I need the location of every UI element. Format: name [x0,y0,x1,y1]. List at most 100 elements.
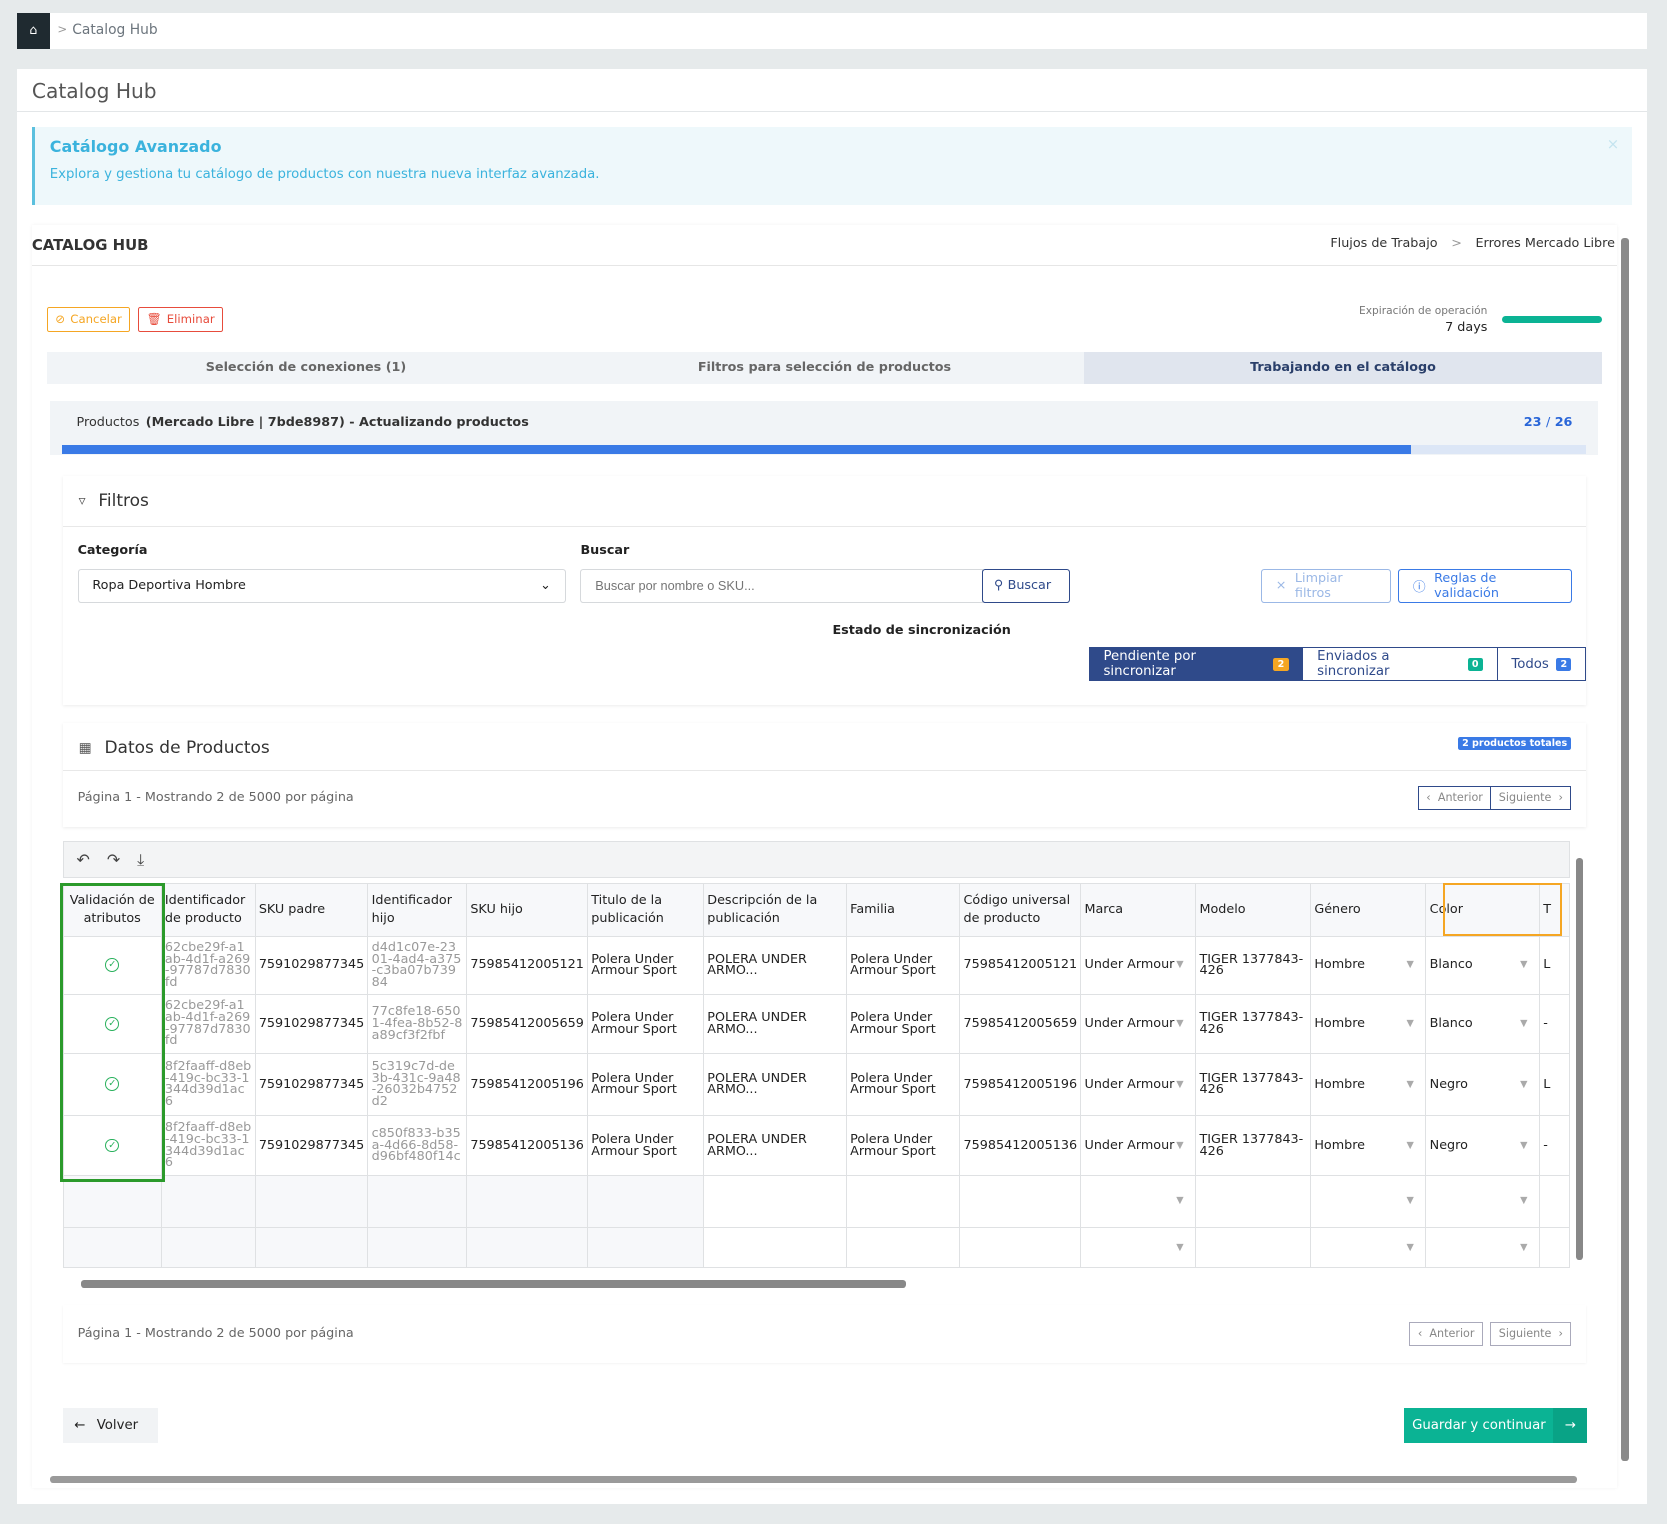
table-cell[interactable]: c850f833-b35a-4d66-8d58-d96bf480f14c [367,1115,468,1176]
table-cell[interactable] [466,1226,589,1269]
table-cell[interactable]: 7591029877345 [254,935,369,996]
table-cell[interactable] [703,1174,847,1228]
caret-down-icon[interactable]: ▼ [1406,1241,1414,1253]
table-cell[interactable]: Polera Under Armour Sport [587,935,705,996]
table-cell[interactable] [959,1174,1082,1228]
grid-vertical-scrollbar[interactable] [1575,857,1584,1260]
table-cell[interactable]: 7591029877345 [254,1052,369,1117]
caret-down-icon[interactable]: ▼ [1520,1139,1528,1151]
caret-down-icon[interactable]: ▼ [1520,1241,1528,1253]
caret-down-icon[interactable]: ▼ [1520,1195,1528,1207]
table-cell[interactable]: 75985412005196 [466,1052,589,1117]
caret-down-icon[interactable]: ▼ [1176,1241,1184,1253]
table-cell[interactable]: Under Armour ▼ [1080,1115,1197,1176]
table-cell[interactable]: POLERA UNDER ARMO... [703,1052,847,1117]
table-cell[interactable]: POLERA UNDER ARMO... [703,1115,847,1176]
column-header[interactable]: Titulo de la publicación [587,883,705,937]
caret-down-icon[interactable]: ▼ [1406,1195,1414,1207]
table-cell[interactable] [62,1226,162,1269]
breadcrumb-current[interactable]: Catalog Hub [72,22,158,39]
caret-down-icon[interactable]: ▼ [1520,1017,1528,1029]
table-cell[interactable]: TIGER 1377843-426 [1195,1052,1312,1117]
grid-horizontal-scrollbar[interactable] [80,1280,906,1288]
table-cell[interactable]: ▼ [1080,1226,1197,1269]
table-cell[interactable]: ✓ [62,1115,162,1176]
column-header[interactable]: SKU hijo [466,883,589,937]
table-cell[interactable]: Hombre ▼ [1310,935,1427,996]
category-select[interactable]: Ropa Deportiva Hombre ⌄ [77,568,566,603]
table-cell[interactable]: 7591029877345 [254,994,369,1054]
table-cell[interactable]: Polera Under Armour Sport [587,1052,705,1117]
caret-down-icon[interactable]: ▼ [1176,1078,1184,1090]
panel-vertical-scrollbar[interactable] [1621,238,1629,1461]
table-cell[interactable]: 7591029877345 [254,1115,369,1176]
step-connections[interactable]: Selección de conexiones (1) [205,360,407,376]
download-icon[interactable]: ⤓ [137,849,145,869]
table-cell[interactable]: 77c8fe18-6501-4fea-8b52-8a89cf3f2fbf [367,994,468,1054]
save-continue-button[interactable]: Guardar y continuar → [1404,1407,1588,1443]
table-cell[interactable]: L [1539,935,1571,996]
table-cell[interactable] [367,1226,468,1269]
search-input[interactable] [580,568,984,603]
table-cell[interactable]: 75985412005121 [466,935,589,996]
table-cell[interactable]: 5c319c7d-de3b-431c-9a48-26032b4752d2 [367,1052,468,1117]
clear-filters-button[interactable]: × Limpiar filtros [1260,568,1391,603]
table-cell[interactable] [1539,1226,1571,1269]
table-cell[interactable]: Negro ▼ [1425,1052,1541,1117]
table-cell[interactable]: 8f2faaff-d8eb-419c-bc33-1344d39d1ac6 [160,1052,256,1117]
table-cell[interactable]: ▼ [1425,1174,1541,1228]
search-button[interactable]: ⚲ Buscar [982,568,1070,603]
validation-rules-button[interactable]: ⓘ Reglas de validación [1398,568,1573,603]
table-cell[interactable]: 75985412005659 [466,994,589,1054]
table-cell[interactable]: Polera Under Armour Sport [845,994,961,1054]
sync-all[interactable]: Todos 2 [1497,647,1587,682]
table-cell[interactable]: POLERA UNDER ARMO... [703,935,847,996]
table-cell[interactable]: d4d1c07e-2301-4ad4-a375-c3ba07b73984 [367,935,468,996]
column-header[interactable]: Marca [1080,883,1197,937]
table-cell[interactable]: 62cbe29f-a1ab-4d1f-a269-97787d7830fd [160,935,256,996]
caret-down-icon[interactable]: ▼ [1520,1078,1528,1090]
table-cell[interactable]: Hombre ▼ [1310,994,1427,1054]
caret-down-icon[interactable]: ▼ [1406,959,1414,971]
table-cell[interactable]: 75985412005196 [959,1052,1082,1117]
caret-down-icon[interactable]: ▼ [1176,1017,1184,1029]
column-header[interactable]: Código universal de producto [959,883,1082,937]
crumb-errors[interactable]: Errores Mercado Libre [1475,236,1615,251]
table-cell[interactable]: - [1539,994,1571,1054]
table-cell[interactable]: Polera Under Armour Sport [845,1115,961,1176]
table-cell[interactable]: 75985412005121 [959,935,1082,996]
table-cell[interactable]: ▼ [1425,1226,1541,1269]
table-cell[interactable]: Blanco ▼ [1425,994,1541,1054]
step-filters[interactable]: Filtros para selección de productos [697,360,952,376]
table-cell[interactable]: ▼ [1310,1226,1427,1269]
table-cell[interactable]: TIGER 1377843-426 [1195,1115,1312,1176]
caret-down-icon[interactable]: ▼ [1406,1017,1414,1029]
table-cell[interactable] [160,1226,256,1269]
step-working[interactable]: Trabajando en el catálogo [1083,351,1603,384]
table-cell[interactable]: Hombre ▼ [1310,1052,1427,1117]
table-cell[interactable]: Blanco ▼ [1425,935,1541,996]
redo-icon[interactable]: ↷ [106,850,121,870]
delete-button[interactable]: 🗑 Eliminar [138,307,224,332]
table-cell[interactable] [959,1226,1082,1269]
column-header[interactable]: Validación de atributos [62,883,162,937]
table-cell[interactable]: Polera Under Armour Sport [845,935,961,996]
panel-horizontal-scrollbar[interactable] [49,1475,1577,1484]
column-header[interactable]: Familia [845,883,961,937]
table-cell[interactable] [703,1226,847,1269]
table-cell[interactable] [845,1226,961,1269]
table-cell[interactable]: Polera Under Armour Sport [587,994,705,1054]
table-cell[interactable]: 75985412005136 [466,1115,589,1176]
table-cell[interactable] [1539,1174,1571,1228]
next-button[interactable]: Siguiente › [1490,786,1570,810]
prev-button[interactable]: ‹ Anterior [1426,791,1483,805]
table-cell[interactable]: TIGER 1377843-426 [1195,994,1312,1054]
home-icon[interactable]: ⌂ [17,12,50,49]
table-cell[interactable]: - [1539,1115,1571,1176]
table-cell[interactable]: Under Armour ▼ [1080,935,1197,996]
caret-down-icon[interactable]: ▼ [1406,1139,1414,1151]
caret-down-icon[interactable]: ▼ [1406,1078,1414,1090]
table-cell[interactable]: Polera Under Armour Sport [587,1115,705,1176]
table-cell[interactable]: Negro ▼ [1425,1115,1541,1176]
column-header[interactable]: Identificador de producto [160,883,256,937]
